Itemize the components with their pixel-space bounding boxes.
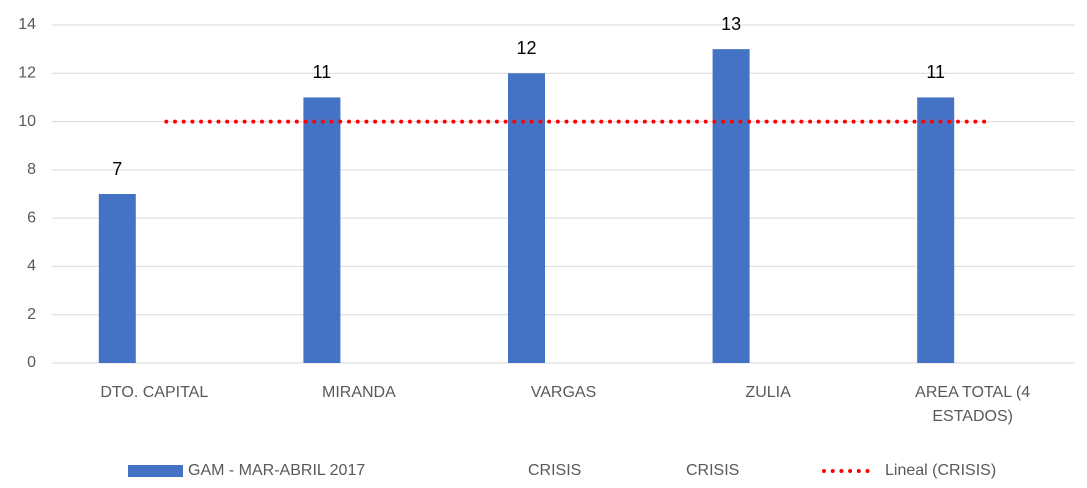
bar bbox=[917, 97, 955, 363]
y-tick-label: 10 bbox=[18, 113, 36, 130]
legend-label: CRISIS bbox=[686, 462, 739, 479]
bar bbox=[712, 49, 750, 364]
y-tick-label: 8 bbox=[27, 161, 36, 178]
data-label: 11 bbox=[313, 62, 332, 82]
data-label: 11 bbox=[926, 62, 945, 82]
legend-label: GAM - MAR-ABRIL 2017 bbox=[188, 462, 365, 479]
x-tick-label: VARGAS bbox=[530, 384, 597, 401]
legend-swatch bbox=[128, 465, 183, 477]
x-tick-label: DTO. CAPITAL bbox=[100, 384, 209, 401]
x-tick-label: AREA TOTAL (4 ESTADOS) bbox=[915, 384, 1031, 425]
y-tick-label: 14 bbox=[18, 16, 36, 33]
y-tick-label: 6 bbox=[27, 209, 36, 226]
data-label: 12 bbox=[516, 38, 536, 58]
x-tick-label: ZULIA bbox=[745, 384, 791, 401]
legend-label: CRISIS bbox=[528, 462, 581, 479]
data-label: 7 bbox=[112, 159, 122, 179]
y-tick-label: 4 bbox=[27, 258, 36, 275]
legend-label: Lineal (CRISIS) bbox=[885, 462, 996, 479]
bar bbox=[303, 97, 341, 363]
bar bbox=[508, 73, 545, 364]
y-tick-label: 2 bbox=[27, 306, 36, 323]
data-label: 13 bbox=[721, 14, 741, 34]
bar bbox=[98, 194, 136, 363]
x-tick-label: MIRANDA bbox=[322, 384, 396, 401]
y-tick-label: 12 bbox=[18, 65, 36, 82]
y-tick-label: 0 bbox=[27, 354, 36, 371]
